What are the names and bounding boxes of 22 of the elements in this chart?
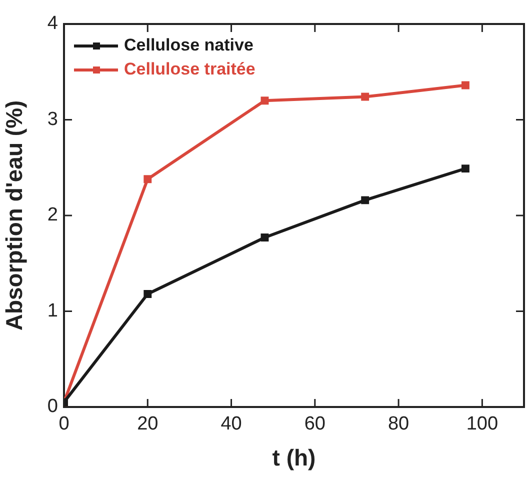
x-tick-label: 20 — [137, 414, 158, 435]
x-tick-label: 60 — [304, 414, 326, 435]
point — [144, 290, 152, 298]
point — [361, 196, 370, 204]
y-tick-label: 3 — [47, 108, 58, 130]
x-tick-label: 40 — [220, 414, 242, 435]
point — [361, 92, 370, 101]
legend-label: Cellulose native — [124, 36, 254, 55]
legend-label: Cellulose traitée — [124, 60, 256, 79]
x-tick-label: 80 — [388, 414, 410, 435]
y-axis-title: Absorption d'eau (%) — [1, 100, 28, 331]
point — [260, 234, 269, 242]
y-tick-label: 2 — [47, 204, 58, 226]
y-tick-label: 1 — [47, 300, 58, 322]
point — [144, 175, 152, 184]
point — [461, 81, 470, 90]
y-tick-label: 0 — [47, 396, 58, 418]
y-tick-label: 4 — [47, 13, 58, 34]
point — [461, 164, 470, 173]
x-tick-label: 100 — [466, 414, 498, 435]
x-axis-title: t (h) — [272, 444, 316, 471]
point — [260, 96, 269, 105]
